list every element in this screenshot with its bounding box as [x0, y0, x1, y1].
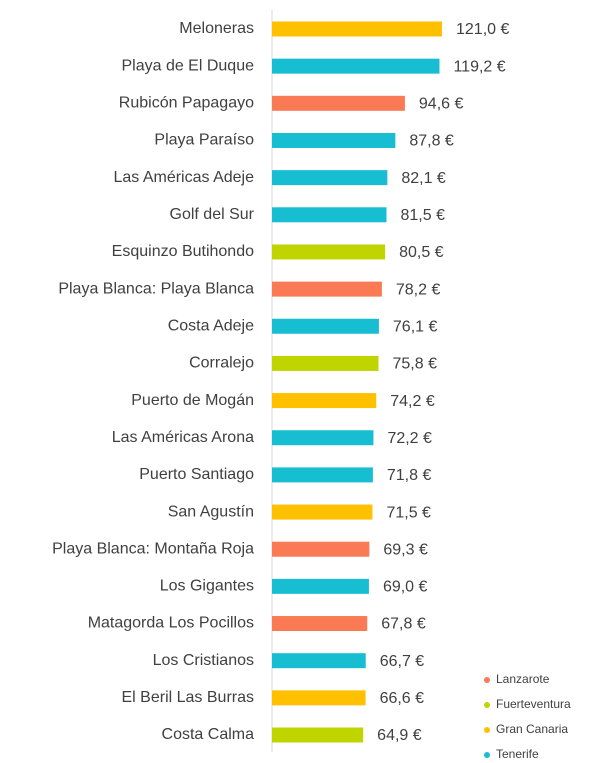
- value-label: 87,8 €: [409, 133, 454, 150]
- category-label: Matagorda Los Pocillos: [88, 615, 254, 632]
- legend-marker: [484, 702, 490, 708]
- value-label: 82,1 €: [401, 170, 446, 187]
- bar: [272, 95, 405, 111]
- category-label: Playa Paraíso: [154, 132, 254, 149]
- bar: [272, 616, 368, 632]
- category-label: Playa de El Duque: [121, 57, 254, 74]
- bar: [272, 504, 373, 520]
- value-label: 74,2 €: [390, 393, 435, 410]
- bar: [272, 727, 364, 743]
- bar: [272, 578, 369, 594]
- bar: [272, 207, 387, 223]
- bar: [272, 132, 396, 148]
- category-label: Golf del Sur: [170, 206, 255, 223]
- bar: [272, 467, 373, 483]
- bar: [272, 244, 386, 260]
- bar: [272, 653, 366, 669]
- category-label: Puerto Santiago: [139, 466, 254, 483]
- bar: [272, 430, 374, 446]
- value-label: 71,8 €: [387, 467, 432, 484]
- bar: [272, 318, 379, 334]
- value-label: 69,3 €: [383, 541, 428, 558]
- category-label: Meloneras: [179, 20, 254, 37]
- value-label: 64,9 €: [377, 727, 422, 744]
- value-label: 81,5 €: [401, 207, 446, 224]
- value-label: 72,2 €: [387, 430, 432, 447]
- value-label: 76,1 €: [393, 318, 438, 335]
- bar: [272, 170, 388, 186]
- bar: [272, 281, 382, 297]
- bar: [272, 690, 366, 706]
- legend-label: Gran Canaria: [496, 722, 568, 736]
- category-label: Los Cristianos: [153, 652, 254, 669]
- category-label: Rubicón Papagayo: [119, 95, 254, 112]
- category-label: Costa Adeje: [168, 317, 254, 334]
- value-label: 78,2 €: [396, 281, 441, 298]
- category-label: El Beril Las Burras: [122, 689, 255, 706]
- value-label: 80,5 €: [399, 244, 444, 261]
- bar: [272, 58, 440, 74]
- value-label: 67,8 €: [381, 616, 426, 633]
- value-label: 119,2 €: [453, 58, 505, 75]
- category-label: Playa Blanca: Montaña Roja: [52, 540, 254, 557]
- value-label: 94,6 €: [419, 96, 464, 113]
- value-label: 66,6 €: [380, 690, 425, 707]
- category-label: Costa Calma: [162, 726, 255, 743]
- legend-marker: [484, 727, 490, 733]
- value-label: 71,5 €: [386, 504, 431, 521]
- category-label: Las Américas Arona: [112, 429, 254, 446]
- category-label: San Agustín: [168, 503, 254, 520]
- bar: [272, 355, 379, 371]
- category-label: Playa Blanca: Playa Blanca: [58, 280, 254, 297]
- value-label: 75,8 €: [392, 356, 437, 373]
- value-label: 121,0 €: [456, 21, 509, 38]
- category-label: Las Américas Adeje: [113, 169, 254, 186]
- value-label: 66,7 €: [380, 653, 425, 670]
- category-label: Corralejo: [189, 355, 254, 372]
- category-label: Los Gigantes: [160, 578, 254, 595]
- legend-marker: [484, 752, 490, 758]
- category-label: Puerto de Mogán: [131, 392, 254, 409]
- bar: [272, 21, 442, 37]
- legend-label: Lanzarote: [496, 672, 550, 686]
- legend-label: Fuerteventura: [496, 697, 571, 711]
- legend-marker: [484, 677, 490, 683]
- value-label: 69,0 €: [383, 579, 428, 596]
- category-label: Esquinzo Butihondo: [112, 243, 254, 260]
- bar: [272, 541, 370, 557]
- legend-label: Tenerife: [496, 747, 539, 761]
- bar: [272, 393, 377, 409]
